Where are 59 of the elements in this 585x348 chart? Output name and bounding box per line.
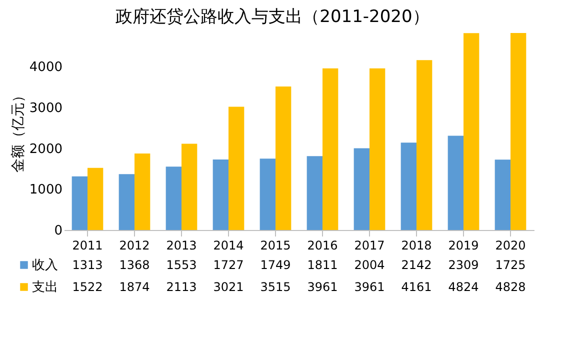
x-tick-label: 2015: [260, 238, 291, 252]
x-tick-label: 2014: [213, 238, 244, 252]
data-label: 4828: [495, 280, 526, 294]
data-label: 1313: [72, 258, 103, 272]
data-label: 1727: [213, 258, 244, 272]
bar: [228, 106, 244, 230]
data-label: 4824: [448, 280, 479, 294]
y-tick-label: 2000: [29, 142, 62, 157]
data-label: 1749: [260, 258, 291, 272]
x-tick-label: 2017: [354, 238, 385, 252]
y-tick-label: 0: [54, 224, 62, 238]
data-label: 3021: [213, 280, 244, 294]
x-tick-label: 2019: [448, 238, 479, 252]
x-tick-label: 2018: [401, 238, 432, 252]
data-label: 3515: [260, 280, 291, 294]
data-label: 2309: [448, 258, 479, 272]
bar: [182, 144, 198, 230]
y-axis-title: 金额（亿元）: [10, 88, 26, 172]
chart-title: 政府还贷公路收入与支出（2011-2020）: [116, 7, 430, 27]
bar: [400, 142, 416, 230]
bar: [322, 68, 338, 230]
bar: [134, 154, 150, 230]
y-tick-label: 1000: [29, 182, 62, 198]
data-label: 1553: [166, 258, 197, 272]
data-label: 4161: [401, 280, 432, 294]
y-tick-label: 4000: [29, 60, 62, 76]
data-label: 3961: [307, 280, 338, 294]
data-label: 1874: [119, 280, 150, 294]
bar: [166, 166, 182, 230]
x-tick-label: 2011: [72, 238, 103, 252]
bar: [72, 176, 88, 230]
bar: [354, 148, 370, 230]
bar: [88, 168, 104, 230]
data-label: 2113: [166, 280, 197, 294]
y-tick-label: 3000: [29, 101, 62, 116]
data-label: 3961: [354, 280, 385, 294]
bar: [494, 160, 510, 230]
data-label: 1522: [72, 280, 103, 294]
data-label: 2142: [401, 258, 432, 272]
bar: [464, 33, 480, 230]
data-label: 1811: [307, 258, 338, 272]
bar: [260, 158, 276, 230]
bar: [306, 156, 322, 230]
legend-label: 收入: [32, 258, 58, 273]
legend-label: 支出: [32, 280, 58, 295]
data-label: 2004: [354, 258, 385, 272]
x-tick-label: 2016: [307, 238, 338, 252]
x-tick-label: 2012: [119, 238, 150, 252]
x-tick-label: 2020: [495, 238, 526, 252]
data-label: 1368: [119, 258, 150, 272]
bar: [370, 68, 386, 230]
bar: [212, 160, 228, 230]
bar: [416, 60, 432, 230]
x-tick-label: 2013: [166, 238, 197, 252]
data-label: 1725: [495, 258, 526, 272]
bar: [276, 86, 292, 230]
bar: [448, 136, 464, 230]
bar: [510, 32, 526, 230]
bar: [118, 174, 134, 230]
